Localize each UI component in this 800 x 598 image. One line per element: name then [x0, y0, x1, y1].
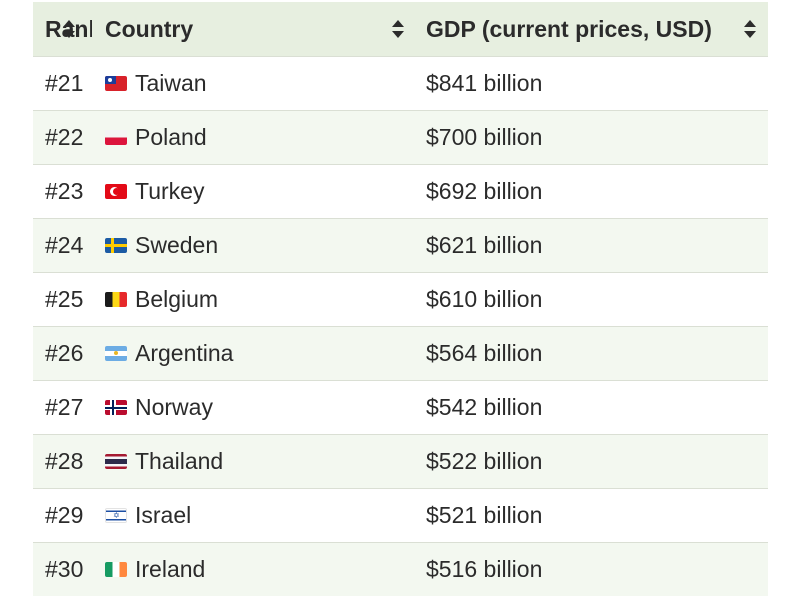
country-name[interactable]: Turkey — [135, 178, 205, 204]
table-row: #26 Argentina $564 billion — [33, 326, 768, 380]
country-cell[interactable]: Ireland — [105, 543, 423, 596]
gdp-value: $841 billion — [426, 70, 543, 96]
country-cell[interactable]: Taiwan — [105, 57, 423, 110]
rank-value: #22 — [45, 124, 84, 150]
gdp-value: $522 billion — [426, 448, 543, 474]
country-name[interactable]: Taiwan — [135, 70, 207, 96]
gdp-value: $610 billion — [426, 286, 543, 312]
table-header-row: Rank Country GDP (current prices, USD) — [33, 2, 768, 56]
gdp-value: $516 billion — [426, 556, 543, 582]
country-cell[interactable]: Belgium — [105, 273, 423, 326]
country-sort-icon[interactable] — [391, 19, 405, 39]
gdp-column-header[interactable]: GDP (current prices, USD) — [426, 2, 766, 56]
rank-value: #26 — [45, 340, 84, 366]
country-cell[interactable]: Sweden — [105, 219, 423, 272]
rank-value: #25 — [45, 286, 84, 312]
gdp-value: $542 billion — [426, 394, 543, 420]
country-cell[interactable]: Norway — [105, 381, 423, 434]
gdp-value: $621 billion — [426, 232, 543, 258]
table-row: #30 Ireland $516 billion — [33, 542, 768, 596]
country-cell[interactable]: Israel — [105, 489, 423, 542]
poland-flag-icon — [105, 130, 127, 145]
rank-value: #27 — [45, 394, 84, 420]
country-name[interactable]: Sweden — [135, 232, 219, 258]
country-cell[interactable]: Turkey — [105, 165, 423, 218]
ireland-flag-icon — [105, 562, 127, 577]
rank-value: #30 — [45, 556, 84, 582]
country-name[interactable]: Argentina — [135, 340, 234, 366]
rank-value: #24 — [45, 232, 84, 258]
israel-flag-icon — [105, 508, 127, 523]
belgium-flag-icon — [105, 292, 127, 307]
table-row: #22 Poland $700 billion — [33, 110, 768, 164]
thailand-flag-icon — [105, 454, 127, 469]
country-header-label: Country — [105, 15, 194, 42]
country-name[interactable]: Thailand — [135, 448, 224, 474]
rank-value: #29 — [45, 502, 84, 528]
table-row: #27 Norway $542 billion — [33, 380, 768, 434]
sweden-flag-icon — [105, 238, 127, 253]
gdp-value: $521 billion — [426, 502, 543, 528]
norway-flag-icon — [105, 400, 127, 415]
country-cell[interactable]: Thailand — [105, 435, 423, 488]
table-row: #29 Israel $521 billion — [33, 488, 768, 542]
gdp-table: Rank Country GDP (current prices, USD) #… — [33, 2, 768, 596]
rank-sort-icon[interactable] — [62, 19, 76, 39]
country-name[interactable]: Belgium — [135, 286, 219, 312]
country-cell[interactable]: Argentina — [105, 327, 423, 380]
gdp-value: $700 billion — [426, 124, 543, 150]
taiwan-flag-icon — [105, 76, 127, 91]
gdp-value: $692 billion — [426, 178, 543, 204]
country-name[interactable]: Poland — [135, 124, 207, 150]
country-name[interactable]: Israel — [135, 502, 192, 528]
argentina-flag-icon — [105, 346, 127, 361]
table-row: #24 Sweden $621 billion — [33, 218, 768, 272]
country-name[interactable]: Norway — [135, 394, 213, 420]
table-row: #28 Thailand $522 billion — [33, 434, 768, 488]
gdp-value: $564 billion — [426, 340, 543, 366]
rank-value: #21 — [45, 70, 84, 96]
rank-value: #23 — [45, 178, 84, 204]
table-row: #21 Taiwan $841 billion — [33, 56, 768, 110]
table-row: #23 Turkey $692 billion — [33, 164, 768, 218]
gdp-sort-icon[interactable] — [743, 19, 757, 39]
table-row: #25 Belgium $610 billion — [33, 272, 768, 326]
turkey-flag-icon — [105, 184, 127, 199]
country-name[interactable]: Ireland — [135, 556, 206, 582]
rank-value: #28 — [45, 448, 84, 474]
country-column-header[interactable]: Country — [105, 2, 423, 56]
gdp-header-label: GDP (current prices, USD) — [426, 15, 712, 42]
country-cell[interactable]: Poland — [105, 111, 423, 164]
